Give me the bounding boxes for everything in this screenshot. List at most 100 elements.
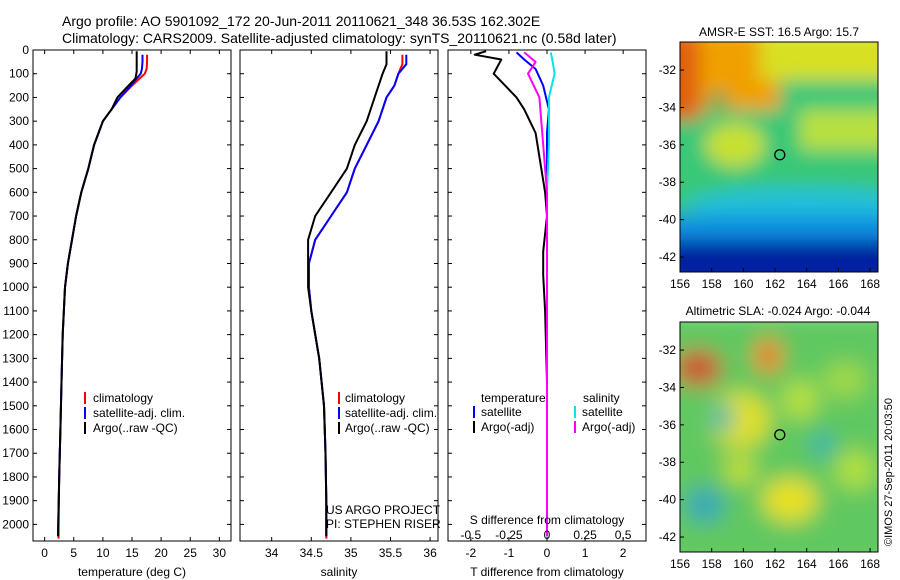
s-tick-label: -0.5 — [461, 528, 482, 542]
temperature-xlabel: temperature (deg C) — [78, 565, 186, 579]
y-tick-label: 200 — [9, 90, 29, 104]
map-x-tick-label: 162 — [765, 277, 785, 291]
y-tick-label: 1400 — [2, 375, 29, 389]
map-y-tick-label: -38 — [659, 455, 677, 469]
x-tick-label: 15 — [125, 546, 139, 560]
difference-plot: -2 -1 0 1 2 — [448, 49, 646, 560]
map-x-tick-label: 164 — [797, 557, 817, 571]
map-y-tick-label: -40 — [659, 213, 677, 227]
y-tick-label: 0 — [22, 43, 29, 57]
y-tick-label: 1900 — [2, 494, 29, 508]
legend-label-s-satellite: satellite — [582, 405, 623, 419]
s-tick-label: 0 — [544, 528, 551, 542]
legend-label-argo: Argo(..raw -QC) — [93, 421, 178, 435]
x-tick-label: -2 — [466, 546, 477, 560]
map-y-tick-label: -32 — [659, 343, 677, 357]
x-tick-label: 34 — [265, 546, 279, 560]
x-tick-label: 35.5 — [379, 546, 403, 560]
x-tick-label: 5 — [70, 546, 77, 560]
map-x-tick-label: 160 — [733, 277, 753, 291]
sst-map-field — [680, 42, 878, 272]
x-tick-label: 10 — [96, 546, 110, 560]
map-x-tick-label: 168 — [860, 557, 880, 571]
x-tick-label: 34.5 — [300, 546, 324, 560]
map-x-tick-label: 168 — [860, 277, 880, 291]
series-line-2 — [546, 52, 556, 537]
x-tick-label: 30 — [213, 546, 227, 560]
series-line-1 — [307, 54, 408, 537]
x-tick-label: -1 — [504, 546, 515, 560]
y-tick-label: 2000 — [2, 517, 29, 531]
x-tick-label: 25 — [184, 546, 198, 560]
argo-location-marker — [774, 429, 786, 441]
sla-map-frame — [679, 321, 879, 553]
map-y-tick-label: -36 — [659, 418, 677, 432]
map-y-tick-label: -32 — [659, 63, 677, 77]
y-tick-label: 500 — [9, 162, 29, 176]
map-x-tick-label: 164 — [797, 277, 817, 291]
figure-title: Argo profile: AO 5901092_172 20-Jun-2011… — [62, 13, 540, 29]
sst-map-axes: 156 158 160 162 164 166 168 -32 -34 -36 -38 -40 -42 — [659, 63, 881, 291]
temperature-legend: climatology satellite-adj. clim. Argo(..… — [84, 391, 185, 435]
y-tick-label: 1300 — [2, 351, 29, 365]
map-y-tick-label: -36 — [659, 138, 677, 152]
s-difference-label: S difference from climatology — [470, 513, 625, 527]
x-tick-label: 20 — [154, 546, 168, 560]
temperature-axes — [32, 49, 232, 542]
figure-subtitle: Climatology: CARS2009. Satellite-adjuste… — [62, 30, 617, 46]
s-tick-label: 0.25 — [573, 528, 597, 542]
legend-header-temperature: temperature — [481, 391, 546, 405]
legend-label-t-argo: Argo(-adj) — [481, 420, 534, 434]
legend-label-satellite: satellite-adj. clim. — [345, 406, 437, 420]
project-name: US ARGO PROJECT — [326, 503, 441, 517]
legend-label-climatology: climatology — [93, 391, 153, 405]
y-tick-label: 1600 — [2, 423, 29, 437]
series-line-3 — [523, 51, 548, 537]
sla-map-field — [680, 322, 878, 552]
map-y-tick-label: -42 — [659, 250, 677, 264]
map-x-tick-label: 166 — [828, 557, 848, 571]
salinity-axes — [239, 49, 439, 542]
x-tick-label: 36 — [423, 546, 437, 560]
map-y-tick-label: -34 — [659, 380, 677, 394]
y-tick-label: 100 — [9, 67, 29, 81]
map-y-tick-label: -34 — [659, 100, 677, 114]
map-x-tick-label: 162 — [765, 557, 785, 571]
sst-map-title: AMSR-E SST: 16.5 Argo: 15.7 — [699, 25, 859, 39]
map-y-tick-label: -38 — [659, 175, 677, 189]
s-difference-ticks: -0.5 -0.25 0 0.25 0.5 — [461, 528, 632, 542]
series-line-0 — [307, 54, 404, 539]
map-y-tick-label: -42 — [659, 530, 677, 544]
argo-location-marker — [774, 149, 786, 161]
sla-map-title: Altimetric SLA: -0.024 Argo: -0.044 — [686, 304, 871, 318]
series-line-1 — [473, 50, 548, 537]
timestamp-credit: ©IMOS 27-Sep-2011 20:03:50 — [883, 398, 895, 546]
series-line-2 — [57, 51, 138, 537]
map-y-tick-label: -40 — [659, 493, 677, 507]
y-tick-label: 1700 — [2, 446, 29, 460]
y-tick-label: 700 — [9, 209, 29, 223]
x-tick-label: 2 — [620, 546, 627, 560]
map-x-tick-label: 158 — [702, 557, 722, 571]
s-tick-label: 0.5 — [615, 528, 632, 542]
x-tick-label: 35 — [344, 546, 358, 560]
x-tick-label: 0 — [41, 546, 48, 560]
salinity-plot: 34 34.5 35 35.5 36 — [240, 49, 438, 560]
temperature-plot: 0 5 10 15 20 25 300100200300400500600700800900… — [2, 43, 231, 560]
sst-map-frame — [679, 41, 879, 273]
salinity-legend: climatology satellite-adj. clim. Argo(..… — [338, 391, 437, 435]
map-x-tick-label: 156 — [670, 277, 690, 291]
difference-legend: temperature salinity satellite Argo(-adj… — [473, 391, 635, 434]
map-x-tick-label: 156 — [670, 557, 690, 571]
map-x-tick-label: 158 — [702, 277, 722, 291]
difference-xlabel: T difference from climatology — [470, 565, 624, 579]
y-tick-label: 800 — [9, 233, 29, 247]
legend-label-argo: Argo(..raw -QC) — [345, 421, 430, 435]
y-tick-label: 600 — [9, 185, 29, 199]
y-tick-label: 300 — [9, 114, 29, 128]
legend-header-salinity: salinity — [583, 391, 620, 405]
sla-map-axes: 156 158 160 162 164 166 168 -32 -34 -36 -38 -40 -42 — [659, 343, 881, 571]
x-tick-label: 1 — [582, 546, 589, 560]
